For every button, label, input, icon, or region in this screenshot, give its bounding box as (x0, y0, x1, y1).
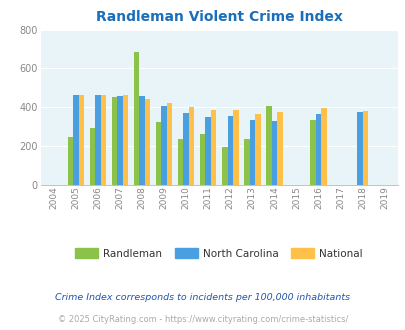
Bar (145, 99, 150, 185)
Bar (277, 112, 282, 185)
Bar (356, 112, 362, 185)
Bar (117, 96, 122, 185)
Title: Randleman Violent Crime Index: Randleman Violent Crime Index (96, 10, 342, 24)
Bar (254, 114, 260, 185)
Legend: Randleman, North Carolina, National: Randleman, North Carolina, National (71, 244, 367, 263)
Bar (111, 97, 117, 185)
Bar (309, 120, 315, 185)
Bar (199, 134, 205, 185)
Bar (183, 114, 188, 185)
Bar (271, 121, 277, 185)
Bar (315, 114, 320, 185)
Text: © 2025 CityRating.com - https://www.cityrating.com/crime-statistics/: © 2025 CityRating.com - https://www.city… (58, 315, 347, 324)
Bar (100, 95, 106, 185)
Bar (95, 95, 100, 185)
Bar (211, 110, 216, 185)
Bar (134, 52, 139, 185)
Bar (122, 95, 128, 185)
Bar (161, 106, 166, 185)
Bar (227, 116, 232, 185)
Bar (320, 108, 326, 185)
Bar (166, 103, 172, 185)
Bar (232, 110, 238, 185)
Bar (156, 122, 161, 185)
Bar (188, 107, 194, 185)
Bar (249, 120, 254, 185)
Bar (362, 111, 367, 185)
Bar (139, 96, 145, 185)
Bar (68, 137, 73, 185)
Bar (90, 128, 95, 185)
Bar (73, 95, 79, 185)
Bar (265, 106, 271, 185)
Bar (222, 147, 227, 185)
Bar (177, 139, 183, 185)
Bar (205, 117, 211, 185)
Bar (79, 95, 84, 185)
Text: Crime Index corresponds to incidents per 100,000 inhabitants: Crime Index corresponds to incidents per… (55, 293, 350, 302)
Bar (243, 139, 249, 185)
